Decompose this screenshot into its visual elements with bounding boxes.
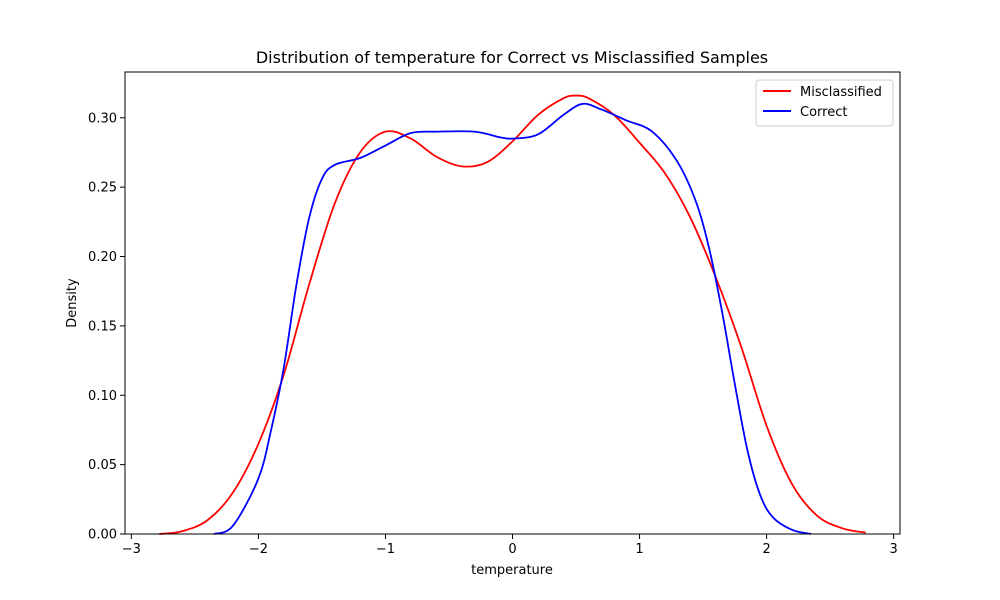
x-axis-label: temperature [471,563,553,578]
legend-label-correct: Correct [800,105,847,120]
plot-area [159,94,866,535]
series-line-correct [213,102,812,535]
x-tick-label: −2 [249,542,268,557]
y-tick-label: 0.15 [88,319,117,334]
y-tick-label: 0.00 [88,528,117,543]
x-tick-label: 2 [762,542,770,557]
legend-label-misclassified: Misclassified [800,85,882,100]
series-line-misclassified [159,94,866,535]
x-tick-label: 3 [890,542,898,557]
x-tick-label: −3 [122,542,141,557]
y-tick-label: 0.20 [88,250,117,265]
y-axis-label: Density [65,278,80,328]
y-tick-label: 0.10 [88,389,117,404]
y-tick-label: 0.25 [88,181,117,196]
y-tick-label: 0.05 [88,458,117,473]
y-axis: 0.00 0.05 0.10 0.15 0.20 0.25 0.30 [88,111,125,543]
plot-frame [124,71,901,535]
x-axis: −3 −2 −1 0 1 2 3 [122,534,898,557]
x-tick-label: 1 [635,542,643,557]
x-tick-label: −1 [376,542,395,557]
chart-title: Distribution of temperature for Correct … [256,48,768,67]
x-tick-label: 0 [508,542,516,557]
y-tick-label: 0.30 [88,111,117,126]
legend: Misclassified Correct [755,79,894,127]
